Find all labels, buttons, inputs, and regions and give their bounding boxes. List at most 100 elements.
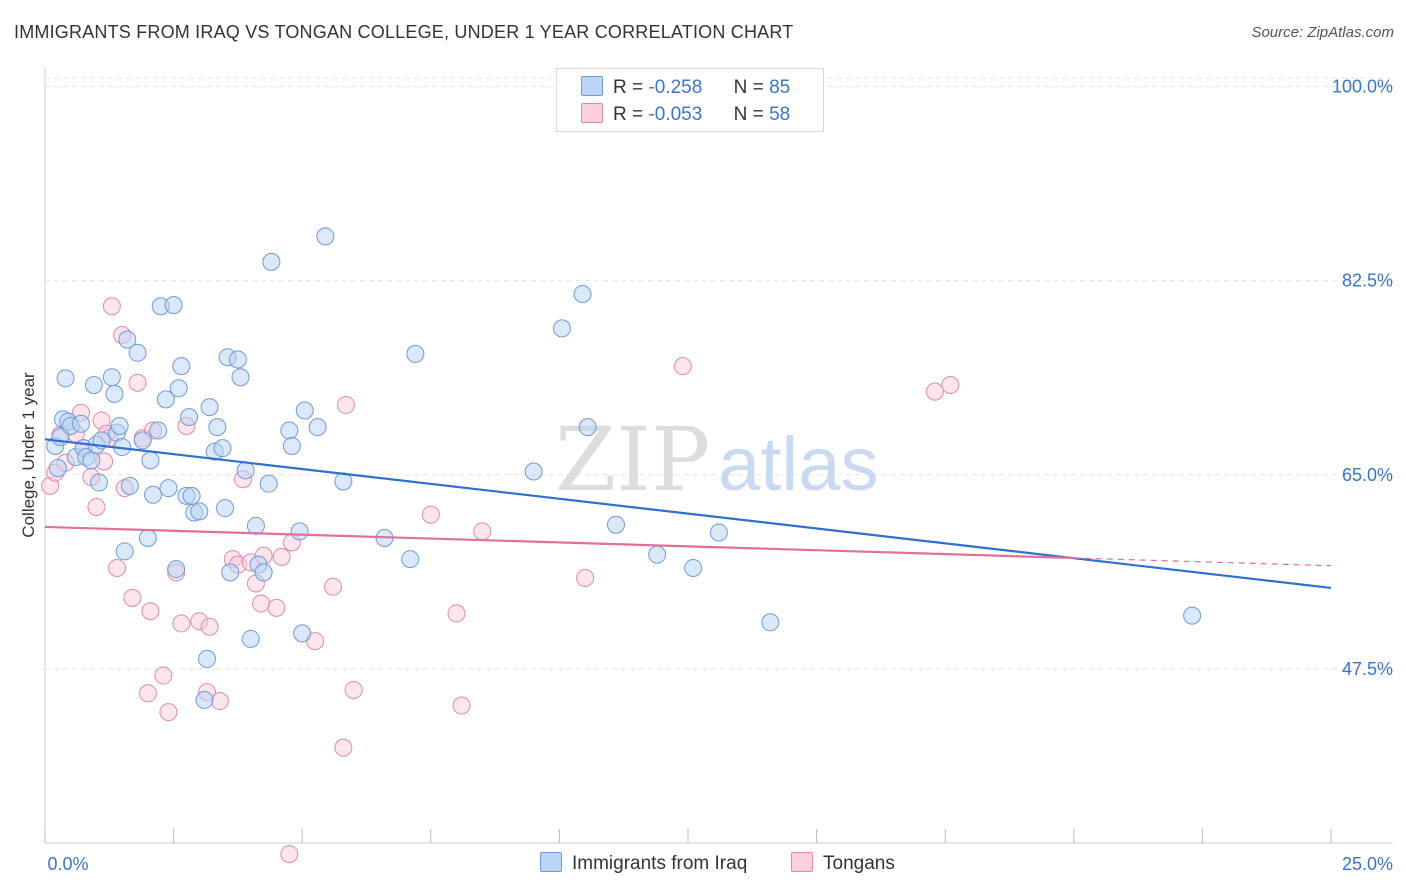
tongans-point [159,703,178,722]
iraq-point [118,330,137,349]
iraq-point [262,252,281,271]
iraq-point [684,558,703,577]
iraq-point [254,563,273,582]
iraq-point [120,476,139,495]
iraq-point [221,563,240,582]
iraq-point [133,431,152,450]
tongans-point [200,617,219,636]
iraq-point [228,350,247,369]
tongans-point [210,692,229,711]
iraq-point [56,369,75,388]
iraq-point [128,343,147,362]
legend-item-iraq[interactable]: Immigrants from Iraq [540,852,747,875]
tongans-point [334,738,353,757]
iraq-point [316,227,335,246]
tongans-point [141,602,160,621]
legend-row-tongans: R = -0.053 N = 58 [581,103,790,125]
iraq-point [138,529,157,548]
iraq-point [308,418,327,437]
watermark: ZIP atlas [555,408,879,511]
iraq-point [578,418,597,437]
tongans-point [447,604,466,623]
iraq-point [293,624,312,643]
legend-label-iraq: Immigrants from Iraq [572,853,748,874]
tongans-point [267,598,286,617]
legend-swatch-blue [540,852,562,872]
legend-item-tongans[interactable]: Tongans [791,852,895,875]
iraq-point [144,485,163,504]
x-tick-label: 0.0% [47,854,88,874]
tongans-point [576,568,595,587]
iraq-point [102,368,121,387]
iraq-point [290,522,309,541]
iraq-point [149,421,168,440]
tongans-point [344,680,363,699]
iraq-point [72,414,91,433]
watermark-atlas: atlas [718,422,879,507]
tongans-point [138,684,157,703]
iraq-point [198,649,217,668]
iraq-point [1183,606,1202,625]
iraq-point [213,439,232,458]
tongans-point [102,297,121,316]
iraq-point [295,401,314,420]
iraq-points [46,227,1202,709]
axes [44,67,1393,844]
y-tick-label: 47.5% [1342,659,1393,679]
correlation-legend: R = -0.258 N = 85 R = -0.053 N = 58 [556,68,824,132]
legend-r-value: -0.053 [648,104,703,125]
iraq-point [90,473,109,492]
tongans-point [473,522,492,541]
legend-label-tongans: Tongans [823,853,895,874]
iraq-point [141,451,160,470]
y-tick-label: 65.0% [1342,465,1393,485]
iraq-point [208,418,227,437]
tongans-point [324,577,343,596]
legend-n-label: N = [733,104,764,125]
legend-swatch-pink [581,103,603,123]
iraq-point [182,486,201,505]
iraq-point [84,375,103,394]
tongans-point [128,373,147,392]
tongans-point [421,505,440,524]
iraq-point [573,285,592,304]
iraq-point [110,417,129,436]
iraq-point [216,499,235,518]
tongans-point [925,382,944,401]
tongans-point [336,395,355,414]
tongans-trend-line [44,525,1074,560]
iraq-point [552,319,571,338]
iraq-point [524,462,543,481]
iraq-point [167,560,186,579]
watermark-zip: ZIP [555,408,710,511]
legend-swatch-blue [581,76,603,96]
iraq-point [236,461,255,480]
legend-swatch-pink [791,852,813,872]
source-label: Source: ZipAtlas.com [1251,24,1394,41]
legend-r-label: R = [613,104,644,125]
iraq-point [82,451,101,470]
tongans-point [154,666,173,685]
tongans-point [87,497,106,516]
iraq-point [259,474,278,493]
tongans-point [252,594,271,613]
iraq-point [48,459,67,478]
trend-lines [44,438,1332,590]
tongans-point [172,614,191,633]
tongans-trend-extension [1073,557,1332,567]
tongans-point [452,696,471,715]
legend-n-value: 85 [769,77,791,98]
tongans-point [673,357,692,376]
y-tick-label: 100.0% [1332,77,1393,97]
iraq-point [169,379,188,398]
iraq-point [190,502,209,521]
legend-n-value: 58 [769,104,791,125]
iraq-point [761,613,780,632]
tongans-point [108,558,127,577]
legend-r-label: R = [613,77,644,98]
iraq-point [648,545,667,564]
iraq-point [231,368,250,387]
iraq-point [282,436,301,455]
y-axis-label: College, Under 1 year [19,372,38,538]
